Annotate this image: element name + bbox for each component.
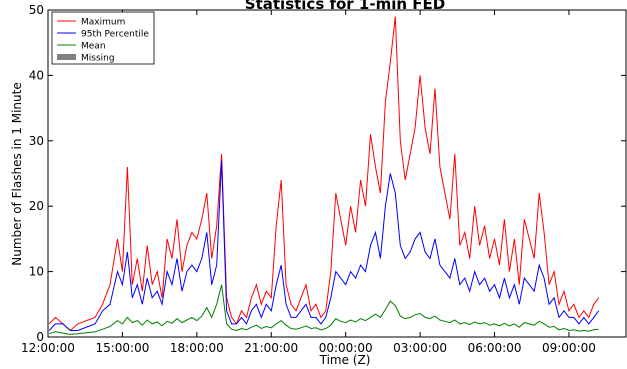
legend: Maximum 95th Percentile Mean Missing [51, 11, 155, 65]
legend-swatch-missing [57, 54, 76, 60]
legend-label-mean: Mean [81, 42, 106, 52]
x-axis: 12:00:00 15:00:00 18:00:00 21:00:00 00:00:00… [21, 10, 596, 355]
series-layer [48, 16, 600, 335]
x-tick-label: 00:00:00 [319, 341, 373, 355]
y-tick-label: 20 [29, 199, 44, 213]
x-tick-label: 15:00:00 [95, 341, 149, 355]
y-axis-label: Number of Flashes in 1 Minute [10, 82, 24, 266]
y-tick-label: 10 [29, 265, 44, 279]
plot-area [47, 9, 627, 338]
x-tick-label: 06:00:00 [468, 341, 522, 355]
chart-title: Statistics for 1-min FED [245, 0, 445, 13]
legend-label-95th-percentile: 95th Percentile [81, 30, 149, 40]
y-tick-label: 30 [29, 134, 44, 148]
x-tick-label: 12:00:00 [21, 341, 75, 355]
x-tick-label: 18:00:00 [170, 341, 224, 355]
y-tick-label: 0 [36, 330, 44, 344]
x-tick-label: 03:00:00 [393, 341, 447, 355]
series-line-95th-percentile [48, 160, 600, 331]
legend-label-missing: Missing [81, 54, 115, 64]
series-line-mean [49, 284, 599, 335]
y-tick-label: 40 [29, 68, 44, 82]
y-axis: 0 10 20 30 40 50 [29, 3, 626, 344]
y-tick-label: 50 [29, 3, 44, 17]
x-tick-label: 09:00:00 [542, 341, 596, 355]
x-tick-label: 21:00:00 [244, 341, 298, 355]
series-line-maximum [48, 16, 600, 332]
legend-label-maximum: Maximum [81, 18, 125, 28]
x-axis-label: Time (Z) [319, 353, 371, 367]
